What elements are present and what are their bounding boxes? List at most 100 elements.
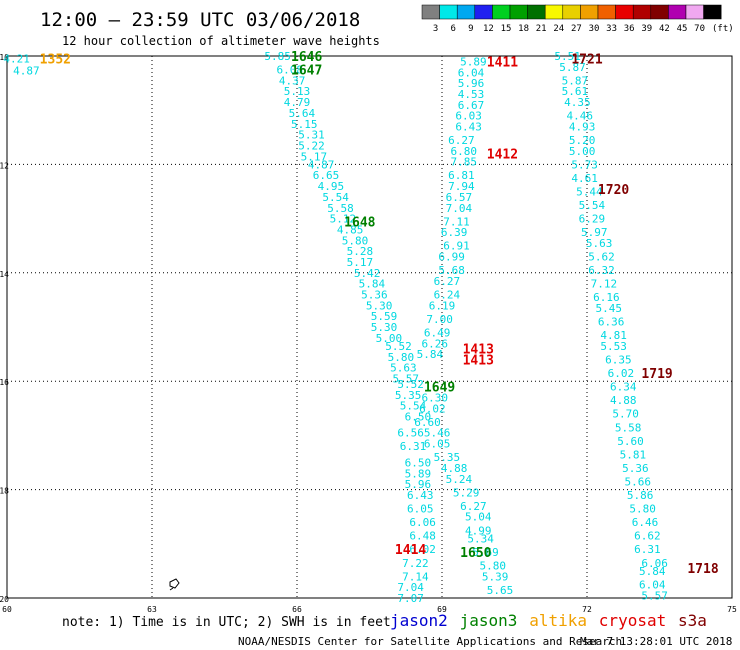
time-label: 1413 xyxy=(463,343,494,358)
swh-value: 5.60 xyxy=(617,435,644,448)
swh-value: 6.99 xyxy=(438,251,465,264)
swh-value: 6.26 xyxy=(422,337,449,350)
swh-value: 6.48 xyxy=(409,530,436,543)
swh-value: 5.30 xyxy=(371,321,398,334)
swh-value: 5.22 xyxy=(298,139,325,152)
time-label: 1412 xyxy=(487,148,518,163)
swh-value: 5.61 xyxy=(562,85,589,98)
y-tick-label: -10 xyxy=(0,53,9,62)
swh-value: 6.62 xyxy=(634,530,661,543)
x-axis-ticks: 60 63 66 69 72 75 xyxy=(2,605,737,614)
swh-value: 5.96 xyxy=(405,478,432,491)
x-tick-label: 66 xyxy=(292,605,302,614)
swh-value: 5.53 xyxy=(600,340,627,353)
swh-value: 6.81 xyxy=(448,169,475,182)
legend-swatch xyxy=(456,4,476,20)
swh-value: 5.31 xyxy=(298,129,325,142)
footer-note: note: 1) Time is in UTC; 2) SWH is in fe… xyxy=(62,615,391,630)
legend-label: 15 xyxy=(501,24,512,34)
y-tick-label: -12 xyxy=(0,161,9,170)
y-axis-ticks: -10 -12 -14 -16 -18 -20 xyxy=(0,53,9,604)
swh-value: 5.80 xyxy=(388,351,415,364)
swh-value: 6.56 xyxy=(397,427,424,440)
legend-swatch xyxy=(439,4,458,20)
swh-value: 5.44 xyxy=(576,186,603,199)
legend-swatch xyxy=(562,4,581,20)
swh-value: 6.02 xyxy=(409,543,436,556)
swh-value: 5.17 xyxy=(347,256,374,269)
swh-value: 5.80 xyxy=(480,559,507,572)
x-tick-label: 60 xyxy=(2,605,12,614)
swh-value: 5.58 xyxy=(327,202,354,215)
swh-value: 7.22 xyxy=(402,557,429,570)
swh-value: 6.49 xyxy=(424,326,451,339)
swh-value: 6.67 xyxy=(458,99,485,112)
swh-value: 5.17 xyxy=(301,150,328,163)
swh-value: 5.65 xyxy=(487,584,514,597)
satellite-altika: altika xyxy=(529,611,587,630)
swh-value: 7.04 xyxy=(397,581,424,594)
swh-value: 5.52 xyxy=(385,340,412,353)
swh-value: 5.52 xyxy=(397,378,424,391)
legend-label: 70 xyxy=(694,24,705,34)
swh-value: 5.51 xyxy=(554,50,581,63)
swh-value: 6.65 xyxy=(313,169,340,182)
swh-value: 4.21 xyxy=(3,53,30,66)
swh-value: 5.81 xyxy=(620,448,647,461)
legend-label: 36 xyxy=(624,24,635,34)
swh-value: 5.64 xyxy=(289,107,316,120)
swh-value: 4.87 xyxy=(13,65,40,78)
swh-value: 5.87 xyxy=(562,74,589,87)
chart-subtitle: 12 hour collection of altimeter wave hei… xyxy=(62,34,380,48)
swh-value: 5.63 xyxy=(586,237,613,250)
swh-value: 5.30 xyxy=(366,299,393,312)
legend-swatch xyxy=(492,4,511,20)
time-label: 1413 xyxy=(463,354,494,369)
swh-value: 5.57 xyxy=(393,372,420,385)
swh-value: 5.00 xyxy=(569,145,596,158)
legend-label: 3 xyxy=(433,24,438,34)
swh-value: 7.11 xyxy=(443,215,470,228)
legend-label: 12 xyxy=(483,24,494,34)
swh-value: 4.53 xyxy=(458,88,485,101)
grid-lines xyxy=(7,56,732,598)
swh-value: 5.54 xyxy=(322,191,349,204)
swh-value: 6.36 xyxy=(598,316,625,329)
swh-value: 4.79 xyxy=(284,96,311,109)
satellite-jason2: jason2 xyxy=(390,611,448,630)
swh-value: 5.97 xyxy=(581,226,608,239)
swh-value: 4.85 xyxy=(337,223,364,236)
y-tick-label: -16 xyxy=(0,378,9,387)
legend-label: 18 xyxy=(518,24,529,34)
swh-value: 5.87 xyxy=(559,61,586,74)
swh-value: 5.45 xyxy=(596,302,623,315)
legend-label: 33 xyxy=(606,24,617,34)
y-tick-label: -18 xyxy=(0,487,9,496)
footer-timestamp: Mar 7 13:28:01 UTC 2018 xyxy=(580,635,732,648)
swh-value: 6.30 xyxy=(422,391,449,404)
swh-value: 4.46 xyxy=(567,110,594,123)
footer-credit: NOAA/NESDIS Center for Satellite Applica… xyxy=(238,635,622,648)
swh-value: 5.54 xyxy=(400,400,427,413)
swh-value: 7.14 xyxy=(402,570,429,583)
swh-value: 4.88 xyxy=(441,462,468,475)
time-label: 1411 xyxy=(487,55,518,70)
x-tick-label: 63 xyxy=(147,605,157,614)
legend-label: 21 xyxy=(536,24,547,34)
swh-value: 4.95 xyxy=(318,180,345,193)
swh-values: 4.214.875.856.084.375.134.795.645.155.31… xyxy=(3,50,668,605)
legend-swatch xyxy=(509,4,528,20)
swh-value: 6.02 xyxy=(608,367,635,380)
swh-value: 6.27 xyxy=(460,500,487,513)
swh-value: 6.05 xyxy=(407,503,434,516)
swh-value: 6.31 xyxy=(634,543,661,556)
swh-value: 6.27 xyxy=(448,134,475,147)
swh-value: 5.84 xyxy=(639,565,666,578)
swh-value: 4.93 xyxy=(569,120,596,133)
time-label: 1646 xyxy=(291,50,322,65)
swh-value: 6.39 xyxy=(441,226,468,239)
swh-value: 4.35 xyxy=(564,96,591,109)
swh-value: 6.29 xyxy=(579,213,606,226)
swh-value: 5.15 xyxy=(291,118,318,131)
